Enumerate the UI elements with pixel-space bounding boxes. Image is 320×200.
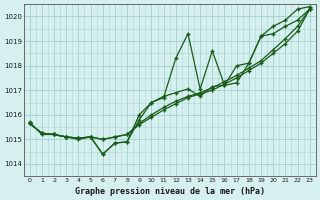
X-axis label: Graphe pression niveau de la mer (hPa): Graphe pression niveau de la mer (hPa) [75,187,265,196]
